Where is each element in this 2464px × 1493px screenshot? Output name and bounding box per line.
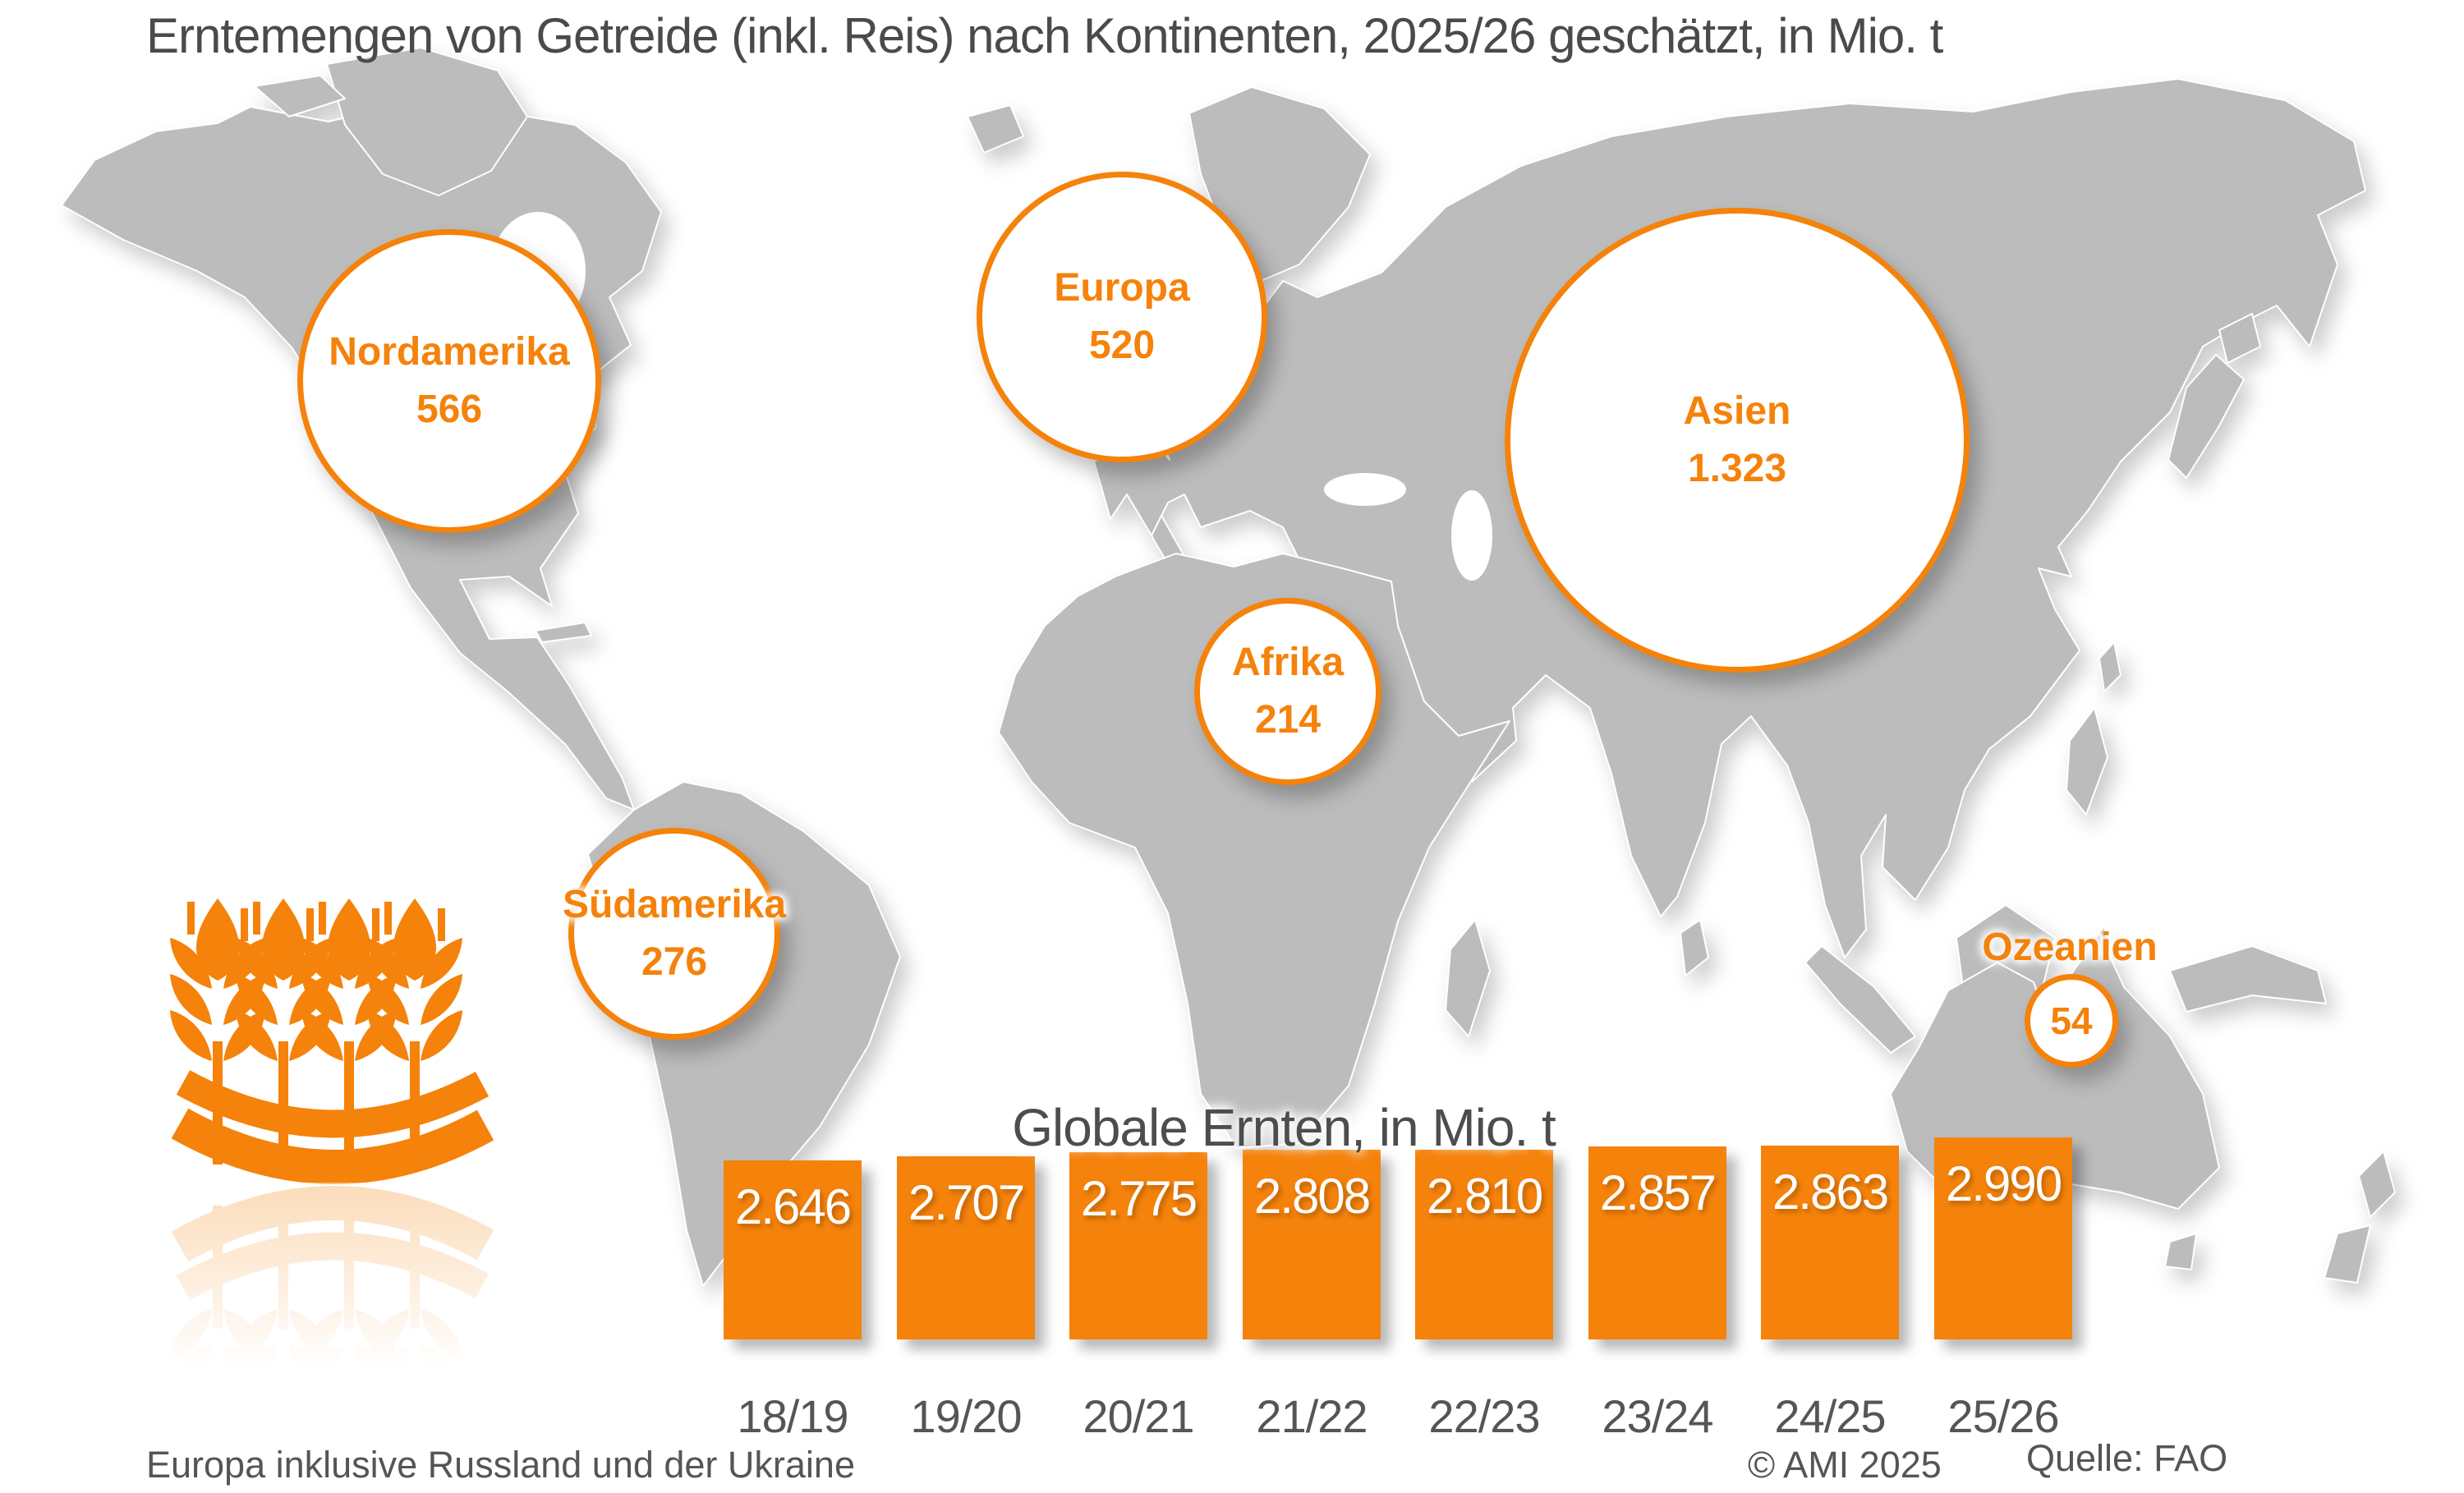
bubble-text: Europa 520 [1054, 266, 1190, 367]
island-new-zealand-south [2324, 1224, 2371, 1284]
axis-tick-label: 19/20 [910, 1390, 1022, 1442]
bar-20-21: 2.775 [1069, 1152, 1207, 1339]
bubble-label-ozeanien: Ozeanien [1982, 926, 2158, 969]
island-new-zealand-north [2358, 1151, 2396, 1218]
bar-24-25: 2.863 [1761, 1146, 1899, 1339]
bar-21-22: 2.808 [1243, 1150, 1381, 1339]
bar-value-label: 2.863 [1772, 1165, 1889, 1220]
bar-value-label: 2.707 [908, 1175, 1025, 1230]
continent-bubble-europa: Europa 520 [977, 172, 1267, 462]
continent-bubble-nordamerika: Nordamerika 566 [297, 229, 601, 533]
island-arctic [254, 75, 346, 117]
continent-bubble-afrika: Afrika 214 [1194, 598, 1381, 785]
bar-value-label: 2.857 [1599, 1165, 1717, 1220]
island-greenland [326, 47, 528, 196]
island-new-guinea [2169, 945, 2327, 1013]
bar-value-label: 2.775 [1080, 1171, 1198, 1226]
bar-chart-title: Globale Ernten, in Mio. t [1012, 1098, 1556, 1157]
island-philippines [2066, 707, 2108, 815]
caspian-sea [1451, 490, 1492, 581]
bar-value-label: 2.810 [1426, 1169, 1543, 1224]
axis-tick-label: 20/21 [1083, 1390, 1194, 1442]
island-sri-lanka [1680, 919, 1709, 976]
bubble-text: Asien 1.323 [1683, 389, 1791, 490]
bubble-text: Nordamerika 566 [329, 330, 570, 431]
bar-23-24: 2.857 [1588, 1146, 1726, 1339]
axis-tick-label: 21/22 [1256, 1390, 1368, 1442]
axis-tick-label: 18/19 [737, 1390, 848, 1442]
axis-tick-label: 25/26 [1947, 1390, 2059, 1442]
bar-18-19: 2.646 [724, 1160, 862, 1339]
continent-africa [998, 553, 1510, 1149]
island-japan [2167, 354, 2245, 479]
wheat-ears-icon [168, 894, 497, 1370]
continent-bubble-asien: Asien 1.323 [1505, 208, 1970, 673]
continent-bubble-s-damerika: Südamerika 276 [563, 828, 786, 1040]
continent-bubble-ozeanien: 54 [2025, 974, 2118, 1068]
island-cuba [535, 622, 592, 643]
island-iceland [967, 104, 1024, 154]
bubble-text: Afrika 214 [1231, 641, 1345, 742]
copyright: © AMI 2025 [1748, 1444, 1942, 1486]
bar-19-20: 2.707 [897, 1156, 1035, 1339]
island-hokkaido [2218, 313, 2261, 364]
island-madagascar [1445, 919, 1491, 1037]
bubble-text: 54 [2050, 999, 2093, 1042]
black-sea [1324, 473, 1406, 506]
footnote: Europa inklusive Russland und der Ukrain… [146, 1444, 855, 1486]
axis-tick-label: 24/25 [1774, 1390, 1886, 1442]
source: Quelle: FAO [2026, 1437, 2228, 1479]
bar-value-label: 2.808 [1253, 1169, 1371, 1224]
bubble-text: Südamerika 276 [562, 883, 787, 984]
bar-value-label: 2.990 [1945, 1156, 2062, 1211]
bar-value-label: 2.646 [734, 1179, 852, 1234]
bar-22-23: 2.810 [1415, 1150, 1553, 1339]
bar-25-26: 2.990 [1934, 1137, 2072, 1339]
island-tasmania [2164, 1233, 2197, 1270]
island-taiwan [2099, 641, 2122, 692]
island-sumatra [1804, 945, 1916, 1054]
axis-tick-label: 22/23 [1428, 1390, 1540, 1442]
axis-tick-label: 23/24 [1602, 1390, 1713, 1442]
page-title: Erntemengen von Getreide (inkl. Reis) na… [146, 8, 1943, 63]
